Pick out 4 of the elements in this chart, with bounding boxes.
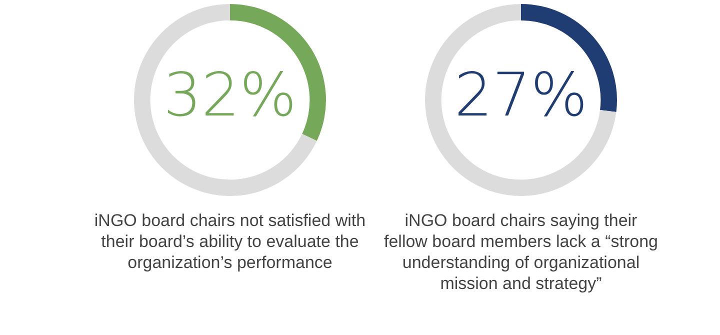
- text: iNGO board chairs saying their fellow board members lack a “strong understanding of organizational mission and strategy”: [384, 210, 658, 294]
- data-label: 32%: [163, 60, 297, 131]
- data-label: 27%: [454, 60, 588, 131]
- text: iNGO board chairs not satisfied with their board’s ability to evaluate the organization’s performance: [93, 210, 367, 273]
